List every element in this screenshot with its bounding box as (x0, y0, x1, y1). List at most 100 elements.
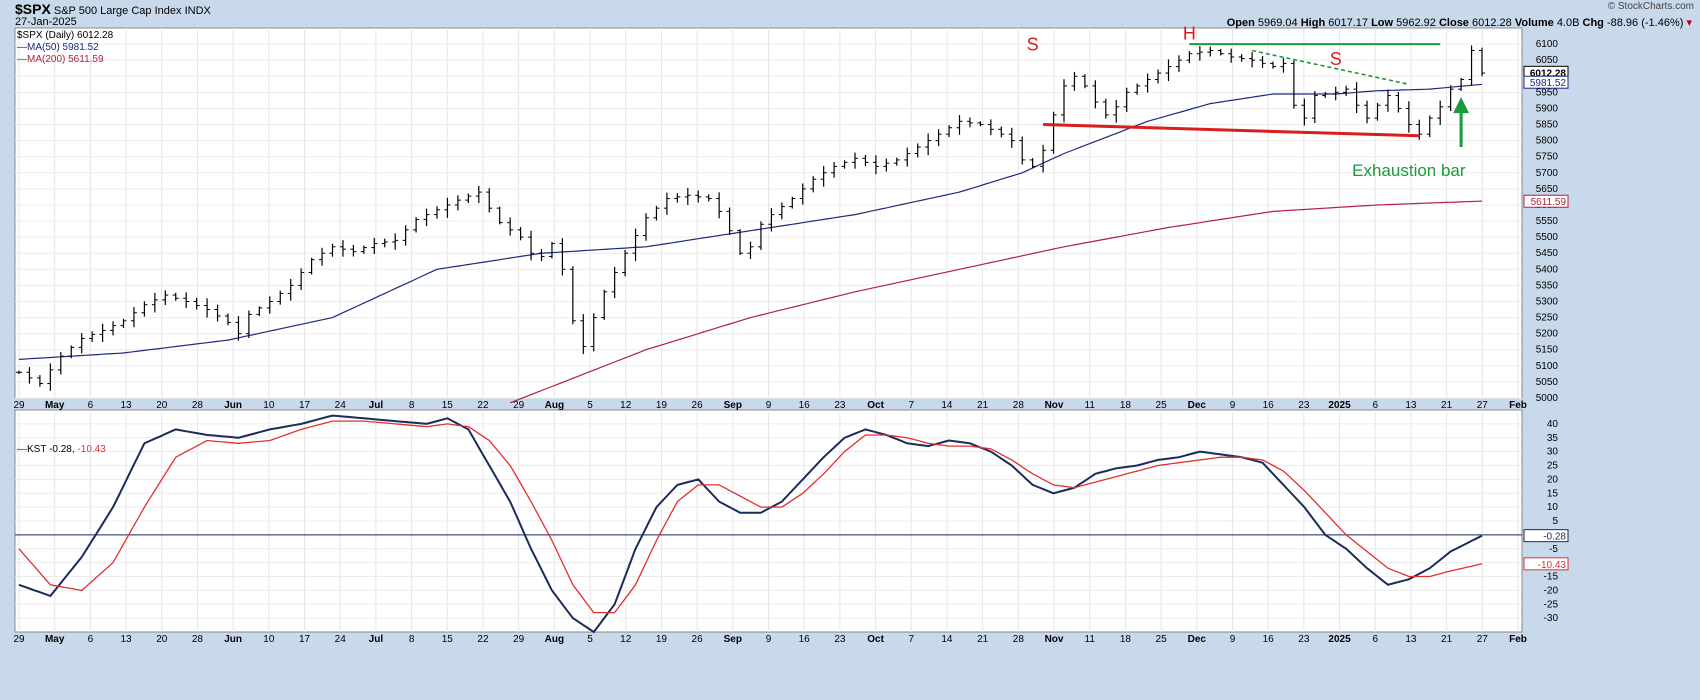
price-xtick-label: 17 (299, 400, 311, 411)
volume-label: Volume (1514, 17, 1554, 29)
price-ytick-label: 5900 (1536, 103, 1559, 114)
price-xtick-label: 8 (409, 400, 415, 411)
price-ytick-label: 5100 (1536, 361, 1559, 372)
ohlc-bar (1405, 101, 1412, 133)
chg-label: Chg (1582, 17, 1604, 29)
ohlc-bar (569, 266, 576, 325)
ohlc-bar (413, 217, 420, 233)
ohlc-bar (1374, 102, 1381, 121)
ohlc-bar (193, 297, 200, 310)
neckline (1043, 123, 1420, 138)
ohlc-bar (883, 158, 890, 172)
price-xtick-label: 21 (1441, 400, 1453, 411)
ohlc-bar (151, 292, 158, 313)
ohlc-bar (653, 205, 660, 221)
price-xtick-label: Jul (369, 400, 384, 411)
kst-xtick-label: 23 (834, 634, 846, 645)
price-ytick-label: 5400 (1536, 264, 1559, 275)
kst-label: KST (27, 444, 47, 455)
low-label: Low (1371, 17, 1394, 29)
ohlc-bar (1155, 69, 1162, 84)
kst-xtick-label: 13 (1405, 634, 1417, 645)
price-xtick-label: 20 (156, 400, 168, 411)
ohlc-bar (339, 240, 346, 257)
price-xtick-label: 29 (513, 400, 525, 411)
price-ytick-label: 5000 (1536, 393, 1559, 404)
ohlc-bar (141, 301, 148, 317)
chg-arrow-icon: ▾ (1686, 17, 1692, 29)
ohlc-bar (684, 188, 691, 206)
price-xtick-label: 9 (766, 400, 772, 411)
ohlc-bar (444, 197, 451, 218)
kst-ytick-label: 35 (1547, 433, 1559, 444)
ohlc-bar (559, 238, 566, 276)
ohlc-bar (1175, 55, 1182, 73)
ohlc-bar (580, 314, 587, 355)
ohlc-bar (1322, 91, 1329, 98)
ohlc-bar (89, 331, 96, 342)
ohlc-bar (68, 345, 75, 359)
pattern-label-s: S (1027, 35, 1039, 55)
ohlc-bar (956, 115, 963, 135)
chart-date: 27-Jan-2025 (15, 16, 77, 28)
price-xtick-label: Nov (1045, 400, 1064, 411)
kst-xtick-label: 29 (513, 634, 525, 645)
ohlc-bar (381, 238, 388, 248)
ohlc-bar (1437, 100, 1444, 126)
price-ytick-label: 6100 (1536, 39, 1559, 50)
ohlc-bar (1259, 56, 1266, 69)
downtrend-line (1251, 49, 1410, 86)
ohlc-bar (256, 306, 263, 317)
ohlc-bar (1144, 73, 1151, 93)
ohlc-bar (319, 247, 326, 266)
ohlc-bar (130, 307, 137, 328)
ohlc-bar (799, 183, 806, 205)
kst-xtick-label: 10 (263, 634, 275, 645)
ohlc-bar (914, 143, 921, 158)
ohlc-bar (1395, 91, 1402, 113)
ohlc-bar (1217, 48, 1224, 56)
ohlc-bar (1186, 51, 1193, 64)
ohlc-bar (277, 290, 284, 305)
price-xtick-label: 9 (1230, 400, 1236, 411)
ohlc-bar (862, 154, 869, 167)
ohlc-bar (1061, 79, 1067, 123)
kst-xtick-label: 17 (299, 634, 311, 645)
ohlc-bar (528, 230, 535, 261)
ohlc-bar (590, 313, 597, 352)
ohlc-bar (643, 213, 649, 241)
price-ytick-label: 5500 (1536, 232, 1559, 243)
kst-ytick-label: -20 (1544, 585, 1559, 596)
quote-line: Open 5969.04 High 6017.17 Low 5962.92 Cl… (1227, 16, 1692, 29)
kst-xtick-label: 16 (799, 634, 811, 645)
ohlc-bar (392, 233, 399, 250)
ohlc-bar (716, 192, 723, 219)
ohlc-bar (831, 161, 838, 178)
price-xtick-label: 15 (442, 400, 454, 411)
kst-xtick-label: Nov (1045, 634, 1064, 645)
ohlc-bar (78, 333, 85, 354)
kst-xtick-label: 18 (1120, 634, 1132, 645)
ohlc-bar (371, 237, 378, 254)
ohlc-bar (1081, 74, 1088, 89)
ohlc-bar (663, 192, 670, 215)
ohlc-bar (1343, 85, 1350, 97)
ma50-last-tag: 5981.52 (1530, 78, 1567, 89)
price-xtick-label: Feb (1509, 400, 1527, 411)
ohlc-bar (183, 292, 190, 309)
ohlc-bar (1228, 48, 1235, 63)
ohlc-bar (360, 245, 367, 254)
kst-xtick-label: 25 (1156, 634, 1168, 645)
kst-xtick-label: 14 (941, 634, 953, 645)
kst-xtick-label: 20 (156, 634, 168, 645)
high-label: High (1300, 17, 1326, 29)
ohlc-bar (454, 195, 461, 211)
price-xtick-label: 10 (263, 400, 275, 411)
ohlc-bar (622, 249, 629, 277)
ohlc-bar (1311, 91, 1318, 124)
kst-xtick-label: 21 (1441, 634, 1453, 645)
price-ytick-label: 5800 (1536, 136, 1559, 147)
low-value: 5962.92 (1396, 17, 1436, 29)
ohlc-bar (16, 370, 22, 374)
high-value: 6017.17 (1328, 17, 1369, 29)
